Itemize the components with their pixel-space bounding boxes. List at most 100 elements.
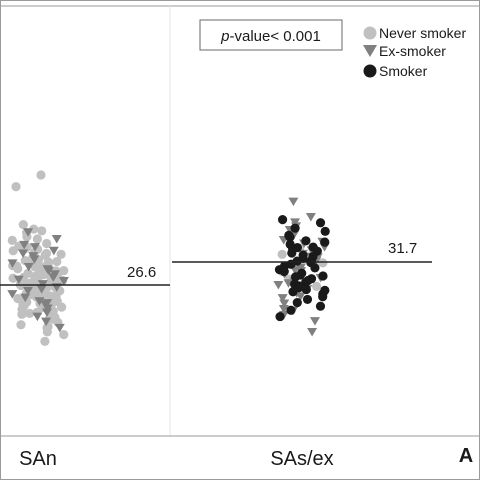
data-point-ex-smoker — [34, 297, 45, 306]
data-point-ex-smoker — [42, 265, 53, 274]
data-point-smoker — [275, 311, 285, 322]
data-point-ex-smoker — [295, 292, 306, 301]
data-point-smoker — [277, 215, 288, 225]
data-point-ex-smoker — [30, 243, 41, 252]
data-point-ex-smoker — [22, 286, 33, 296]
data-point-ex-smoker — [309, 317, 320, 326]
data-point-never-smoker — [36, 170, 46, 180]
legend: Never smoker Ex-smoker Smoker — [363, 25, 466, 79]
data-point-never-smoker — [56, 249, 66, 259]
data-point-ex-smoker — [32, 312, 43, 322]
data-point-never-smoker — [30, 262, 40, 272]
data-point-smoker — [315, 301, 326, 311]
data-point-never-smoker — [29, 224, 39, 234]
data-point-never-smoker — [11, 182, 21, 192]
data-point-smoker — [285, 232, 295, 242]
data-points — [7, 170, 330, 346]
data-point-ex-smoker — [42, 299, 53, 308]
legend-never-label: Never smoker — [379, 25, 466, 41]
data-point-ex-smoker — [51, 235, 62, 244]
data-point-ex-smoker — [54, 323, 65, 333]
data-point-never-smoker — [59, 265, 69, 276]
data-point-smoker — [320, 237, 330, 247]
data-point-ex-smoker — [41, 317, 52, 327]
data-point-smoker — [320, 285, 330, 296]
data-point-smoker — [292, 297, 302, 308]
data-point-never-smoker — [57, 302, 67, 312]
legend-ex-label: Ex-smoker — [379, 43, 446, 59]
legend-ex-marker — [363, 45, 377, 57]
legend-smoker-marker — [363, 64, 377, 78]
data-point-ex-smoker — [36, 285, 47, 294]
data-point-smoker — [310, 263, 320, 273]
data-point-smoker — [301, 284, 311, 295]
data-point-ex-smoker — [13, 275, 24, 285]
data-point-ex-smoker — [7, 290, 18, 299]
median-label-san: 26.6 — [127, 264, 156, 281]
data-point-never-smoker — [59, 330, 69, 340]
data-point-ex-smoker — [277, 294, 288, 303]
annotation-text: p-value< 0.001 — [220, 28, 321, 45]
data-point-never-smoker — [312, 281, 322, 291]
data-point-smoker — [292, 242, 302, 253]
data-point-ex-smoker — [279, 299, 290, 309]
data-point-ex-smoker — [305, 212, 316, 222]
data-point-never-smoker — [32, 234, 42, 244]
data-point-never-smoker — [40, 336, 50, 346]
data-point-never-smoker — [16, 320, 26, 330]
data-point-never-smoker — [37, 226, 47, 236]
data-point-smoker — [288, 287, 298, 297]
data-point-ex-smoker — [23, 263, 34, 272]
data-point-never-smoker — [51, 292, 61, 302]
data-point-ex-smoker — [48, 273, 59, 282]
data-point-never-smoker — [17, 309, 27, 319]
data-point-never-smoker — [277, 249, 287, 259]
panel-label: A — [459, 445, 473, 467]
legend-never-marker — [363, 26, 377, 40]
data-point-smoker — [279, 266, 289, 277]
data-point-smoker — [315, 218, 326, 228]
annotation-box — [199, 19, 343, 51]
legend-smoker-label: Smoker — [379, 63, 428, 79]
data-point-ex-smoker — [273, 281, 284, 290]
data-point-ex-smoker — [307, 327, 318, 337]
data-point-ex-smoker — [7, 259, 18, 268]
data-point-ex-smoker — [278, 304, 289, 314]
data-point-never-smoker — [18, 219, 28, 230]
data-point-smoker — [290, 223, 300, 233]
data-point-never-smoker — [40, 250, 50, 260]
data-point-smoker — [302, 294, 313, 305]
data-point-never-smoker — [42, 238, 52, 249]
data-point-smoker — [301, 236, 311, 246]
data-point-never-smoker — [39, 270, 49, 280]
data-point-ex-smoker — [58, 276, 69, 286]
data-point-never-smoker — [23, 268, 33, 278]
annotation-italic: p — [220, 28, 229, 45]
data-point-ex-smoker — [23, 228, 34, 237]
data-point-smoker — [290, 272, 301, 282]
data-point-ex-smoker — [20, 293, 31, 303]
data-point-smoker — [320, 226, 330, 236]
category-label-sasex: SAs/ex — [270, 448, 333, 470]
data-point-smoker — [286, 305, 296, 315]
data-point-ex-smoker — [18, 249, 29, 258]
data-point-ex-smoker — [29, 255, 40, 264]
data-point-ex-smoker — [288, 197, 299, 207]
median-label-sasex: 31.7 — [388, 240, 417, 257]
annotation-rest: -value< 0.001 — [230, 28, 321, 45]
data-point-never-smoker — [52, 256, 62, 267]
data-point-never-smoker — [7, 235, 17, 245]
data-point-ex-smoker — [48, 246, 59, 256]
data-point-never-smoker — [49, 314, 59, 324]
data-point-smoker — [301, 277, 311, 287]
data-point-smoker — [318, 271, 328, 281]
data-point-ex-smoker — [41, 308, 52, 318]
category-label-san: SAn — [19, 448, 57, 470]
data-point-never-smoker — [24, 308, 35, 319]
data-point-never-smoker — [318, 258, 328, 268]
data-point-smoker — [292, 256, 302, 266]
data-point-ex-smoker — [19, 240, 30, 250]
